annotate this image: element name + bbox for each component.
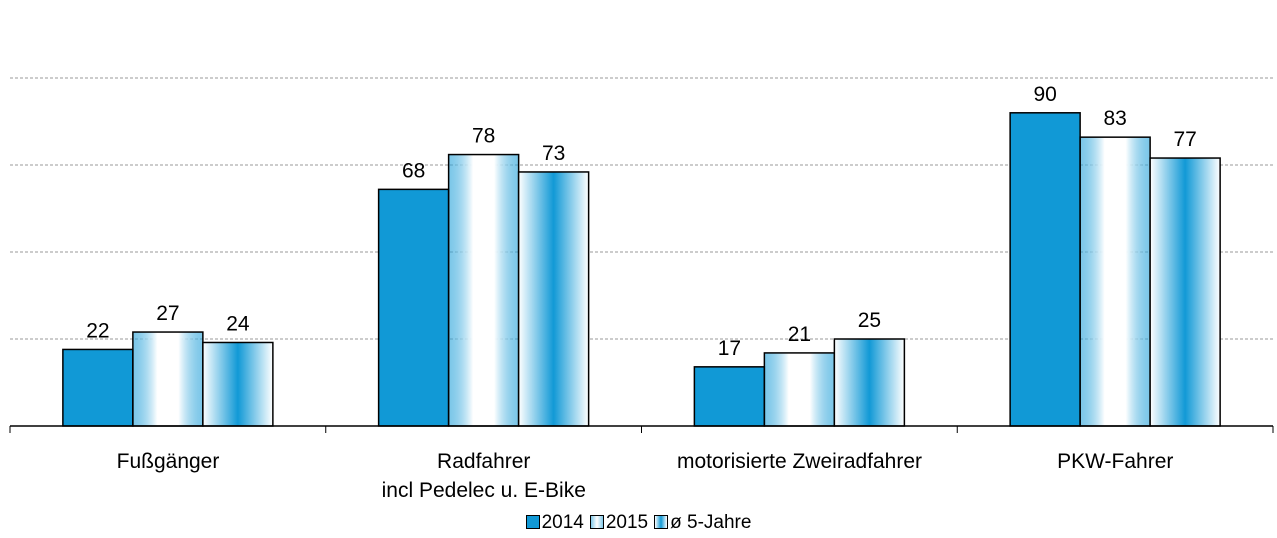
bar bbox=[447, 153, 520, 427]
legend-item: 2015 bbox=[589, 512, 649, 534]
value-label: 73 bbox=[542, 142, 565, 165]
value-label: 27 bbox=[156, 302, 179, 325]
bar bbox=[132, 331, 204, 427]
bar bbox=[1149, 157, 1221, 427]
legend-swatch bbox=[654, 515, 669, 529]
x-tick-label: motorisierte Zweiradfahrer bbox=[676, 450, 923, 473]
bar bbox=[833, 338, 906, 427]
legend-item: 2014 bbox=[525, 512, 584, 534]
x-tick-label: PKW-Fahrer bbox=[1057, 450, 1174, 473]
bar bbox=[62, 348, 134, 427]
legend-swatch bbox=[525, 515, 540, 529]
bar bbox=[1079, 136, 1151, 427]
legend-swatch bbox=[589, 515, 604, 529]
value-label: 25 bbox=[858, 309, 881, 332]
value-label: 78 bbox=[472, 125, 495, 148]
bar bbox=[202, 341, 274, 427]
bar bbox=[377, 188, 450, 427]
bar bbox=[517, 171, 590, 427]
bar bbox=[693, 366, 766, 427]
value-label: 24 bbox=[226, 312, 250, 335]
value-label: 77 bbox=[1173, 128, 1196, 151]
value-label: 90 bbox=[1033, 83, 1056, 106]
value-label: 83 bbox=[1103, 107, 1126, 130]
x-tick-label: Fußgänger bbox=[116, 450, 220, 473]
value-label: 68 bbox=[402, 159, 425, 182]
bar bbox=[1009, 112, 1081, 427]
value-label: 17 bbox=[718, 337, 741, 360]
legend-item: ø 5-Jahre bbox=[654, 512, 751, 534]
bar bbox=[763, 352, 836, 427]
legend-label: 2014 bbox=[541, 512, 584, 533]
legend-label: ø 5-Jahre bbox=[670, 512, 752, 533]
x-tick-label: Radfahrer incl Pedelec u. E-Bike bbox=[381, 450, 586, 502]
value-label: 22 bbox=[86, 319, 109, 342]
value-label: 21 bbox=[788, 323, 811, 346]
legend-label: 2015 bbox=[605, 512, 649, 533]
legend: 2014 2015 ø 5-Jahre bbox=[0, 512, 1277, 534]
